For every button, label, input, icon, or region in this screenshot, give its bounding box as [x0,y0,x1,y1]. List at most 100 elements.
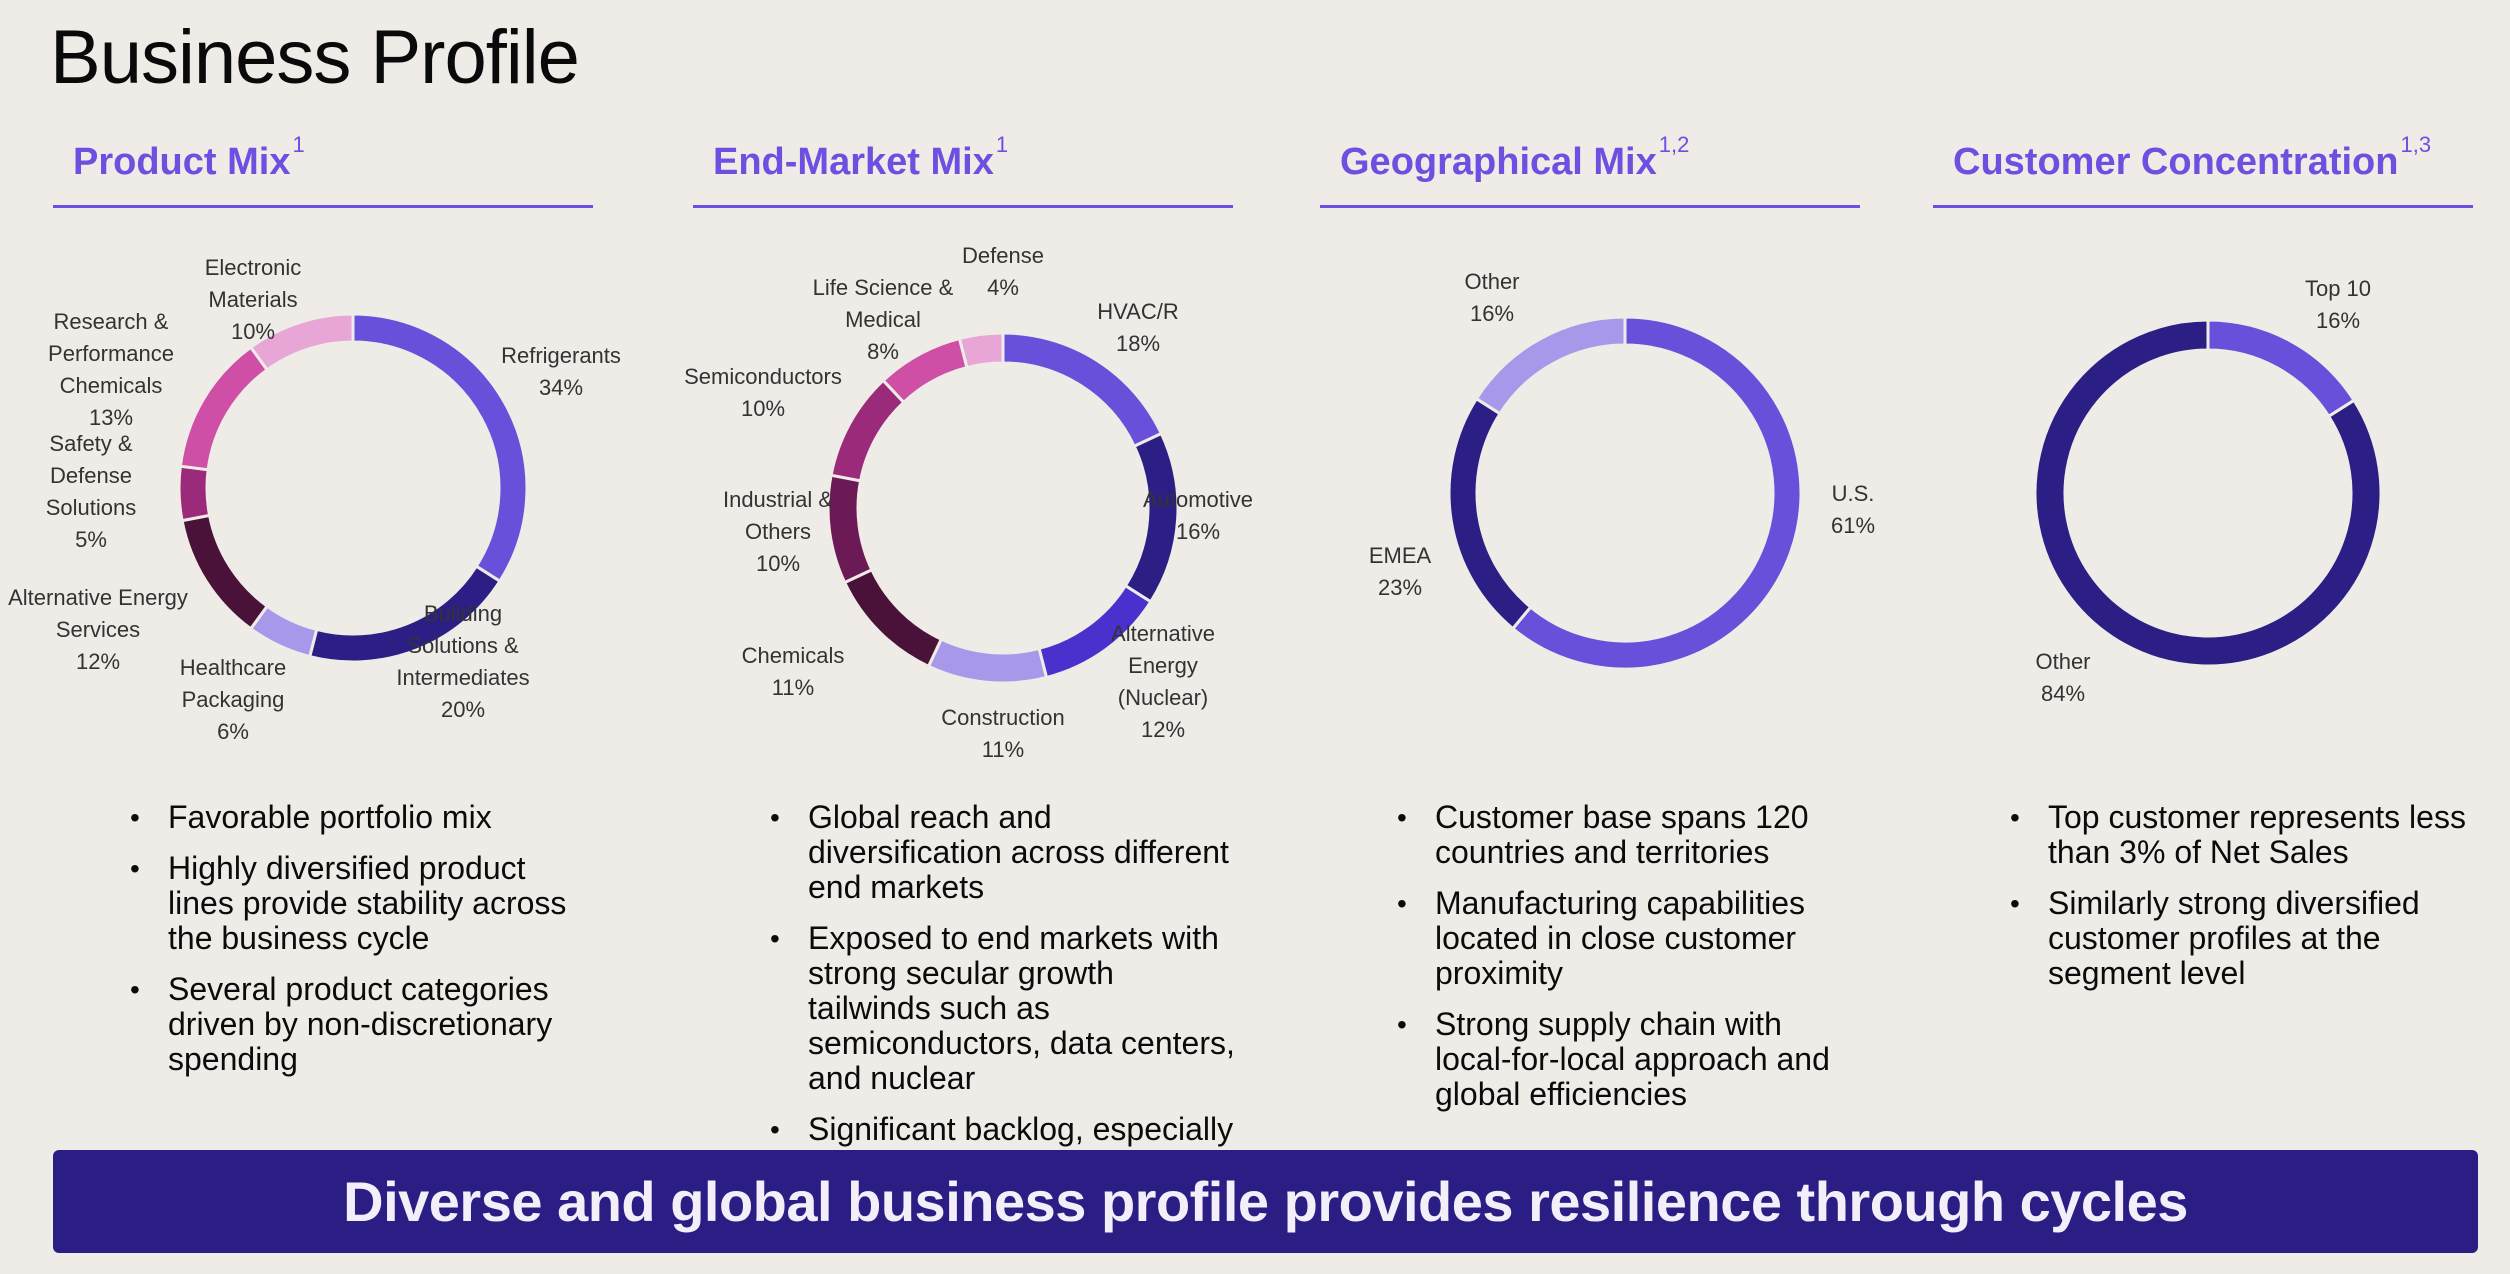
footnote-marker: 1,3 [2400,132,2432,157]
segment-label: Chemicals 11% [742,643,845,700]
end-market-mix-panel: End-Market Mix1 HVAC/R 18% Automotive 16% Al… [684,0,1253,1182]
segment-label: Alternative Energy Services 12% [8,585,188,674]
segment-value: 13% [89,405,133,430]
donut-segment [1447,396,1533,631]
donut-segment [829,378,906,483]
segment-name: (Nuclear) [1118,685,1208,710]
segment-name: HVAC/R [1097,299,1179,324]
segment-name: Safety & [49,431,132,456]
bullet-item: Global reach and diversification across … [768,800,1238,905]
end-market-mix-bullets: Global reach and diversification across … [768,800,1238,1198]
segment-label: HVAC/R 18% [1097,299,1179,356]
segment-label: Healthcare Packaging 6% [180,655,286,744]
customer-concentration-heading: Customer Concentration1,3 [1953,132,2432,183]
segment-value: 8% [867,339,899,364]
segment-value: 6% [217,719,249,744]
segment-value: 12% [1141,717,1185,742]
segment-name: Other [1464,269,1519,294]
donut-segment [1474,315,1627,416]
segment-name: Industrial & [723,487,833,512]
segment-value: 11% [772,675,814,700]
donut-segment [177,464,212,523]
segment-label: Semiconductors 10% [684,364,842,421]
segment-name: Intermediates [396,665,529,690]
donut-segment [248,312,355,372]
donut-segment [2206,318,2357,419]
bullet-item: Similarly strong diversified customer pr… [2008,886,2478,991]
donut-segment [178,345,270,472]
segment-name: Defense [962,243,1044,268]
bullet-item: Favorable portfolio mix [128,800,598,836]
segment-name: Energy [1128,653,1198,678]
bullet-item: Manufacturing capabilities located in cl… [1395,886,1865,991]
segment-value: 5% [75,527,107,552]
segment-name: Refrigerants [501,343,621,368]
segment-label: Other 16% [1464,269,1519,326]
donut-segment [2033,318,2383,668]
segment-name: Medical [845,307,921,332]
segment-label: Industrial & Others 10% [723,487,833,576]
donut-segment [957,331,1005,370]
segment-name: Solutions & [407,633,519,658]
bullet-item: Exposed to end markets with strong secul… [768,921,1238,1096]
segment-name: Healthcare [180,655,286,680]
donut-segment [842,567,944,669]
segment-name: U.S. [1832,481,1875,506]
segment-value: 4% [987,275,1019,300]
geographical-mix-panel: Geographical Mix1,2 U.S. 61% EMEA 23% Other 1… [1320,0,1875,1140]
segment-label: Electronic Materials 10% [205,255,302,344]
product-mix-donut-chart: Refrigerants 34% Building Solutions & Interm… [8,255,621,744]
segment-name: Packaging [182,687,285,712]
segment-name: Chemicals [60,373,163,398]
segment-value: 20% [441,697,485,722]
summary-banner: Diverse and global business profile prov… [53,1150,2478,1253]
donut-segment [826,473,874,585]
segment-label: Top 10 16% [2305,276,2371,333]
segment-name: Others [745,519,811,544]
product-mix-heading: Product Mix1 [73,132,305,183]
geographical-mix-heading: Geographical Mix1,2 [1340,132,1690,183]
heading-rule [1320,205,1860,208]
segment-name: Alternative Energy [8,585,188,610]
banner-text: Diverse and global business profile prov… [343,1170,2188,1233]
segment-label: Alternative Energy (Nuclear) 12% [1111,621,1215,742]
segment-name: Top 10 [2305,276,2371,301]
segment-label: U.S. 61% [1831,481,1875,538]
segment-label: Building Solutions & Intermediates 20% [396,601,529,722]
segment-name: Construction [941,705,1065,730]
footnote-marker: 1 [292,132,305,157]
segment-name: Other [2035,649,2090,674]
segment-value: 10% [741,396,785,421]
segment-name: Research & [54,309,169,334]
segment-label: Automotive 16% [1143,487,1253,544]
segment-name: Solutions [46,495,137,520]
segment-value: 11% [982,737,1024,762]
segment-name: Building [424,601,502,626]
page-title: Business Profile [50,15,580,100]
segment-value: 61% [1831,513,1875,538]
footnote-marker: 1,2 [1658,132,1690,157]
bullet-item: Top customer represents less than 3% of … [2008,800,2478,870]
geographical-mix-bullets: Customer base spans 120 countries and te… [1395,800,1865,1128]
segment-label: Life Science & Medical 8% [813,275,954,364]
customer-concentration-panel: Customer Concentration1,3 Top 10 16% Other… [1933,0,2473,1140]
segment-value: 18% [1116,331,1160,356]
segment-name: Materials [208,287,297,312]
segment-value: 10% [756,551,800,576]
geographical-mix-donut-chart: U.S. 61% EMEA 23% Other 16% [1369,269,1875,671]
segment-value: 16% [2316,308,2360,333]
segment-value: 23% [1378,575,1422,600]
segment-value: 84% [2041,681,2085,706]
segment-label: Other 84% [2035,649,2090,706]
segment-value: 10% [231,319,275,344]
end-market-mix-heading: End-Market Mix1 [713,132,1009,183]
segment-name: Defense [50,463,132,488]
donut-segment [1123,431,1180,604]
segment-name: Life Science & [813,275,954,300]
segment-name: EMEA [1369,543,1432,568]
segment-name: Semiconductors [684,364,842,389]
donut-segment [180,513,270,631]
customer-concentration-bullets: Top customer represents less than 3% of … [2008,800,2478,1007]
donut-segment [926,637,1049,685]
segment-label: Construction 11% [941,705,1065,762]
